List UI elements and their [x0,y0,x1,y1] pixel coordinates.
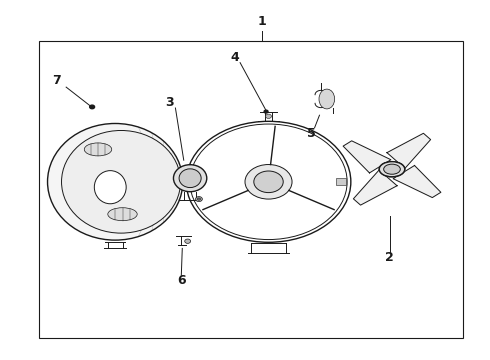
Circle shape [245,165,292,199]
Ellipse shape [319,89,335,109]
Polygon shape [393,166,441,198]
Text: 7: 7 [52,75,61,87]
Ellipse shape [384,164,400,174]
Ellipse shape [379,162,405,177]
Circle shape [264,110,268,113]
Circle shape [90,105,95,109]
Text: 4: 4 [231,51,240,64]
Text: 5: 5 [307,127,316,140]
Ellipse shape [384,164,400,174]
Bar [336,178,346,185]
Ellipse shape [108,208,137,221]
Circle shape [266,114,271,118]
Bar [39,41,463,338]
Ellipse shape [173,165,207,192]
Polygon shape [353,170,397,205]
Ellipse shape [179,169,201,188]
Ellipse shape [84,143,112,156]
Text: 2: 2 [385,251,394,264]
Circle shape [196,197,202,202]
Circle shape [254,171,283,193]
Ellipse shape [94,171,126,204]
Polygon shape [387,133,431,168]
Ellipse shape [379,162,405,177]
Polygon shape [343,141,391,173]
Ellipse shape [62,130,180,233]
Circle shape [185,239,191,243]
Circle shape [197,198,200,200]
Text: 1: 1 [258,15,267,28]
Ellipse shape [48,123,183,240]
Text: 6: 6 [177,274,186,287]
Text: 3: 3 [165,96,173,109]
